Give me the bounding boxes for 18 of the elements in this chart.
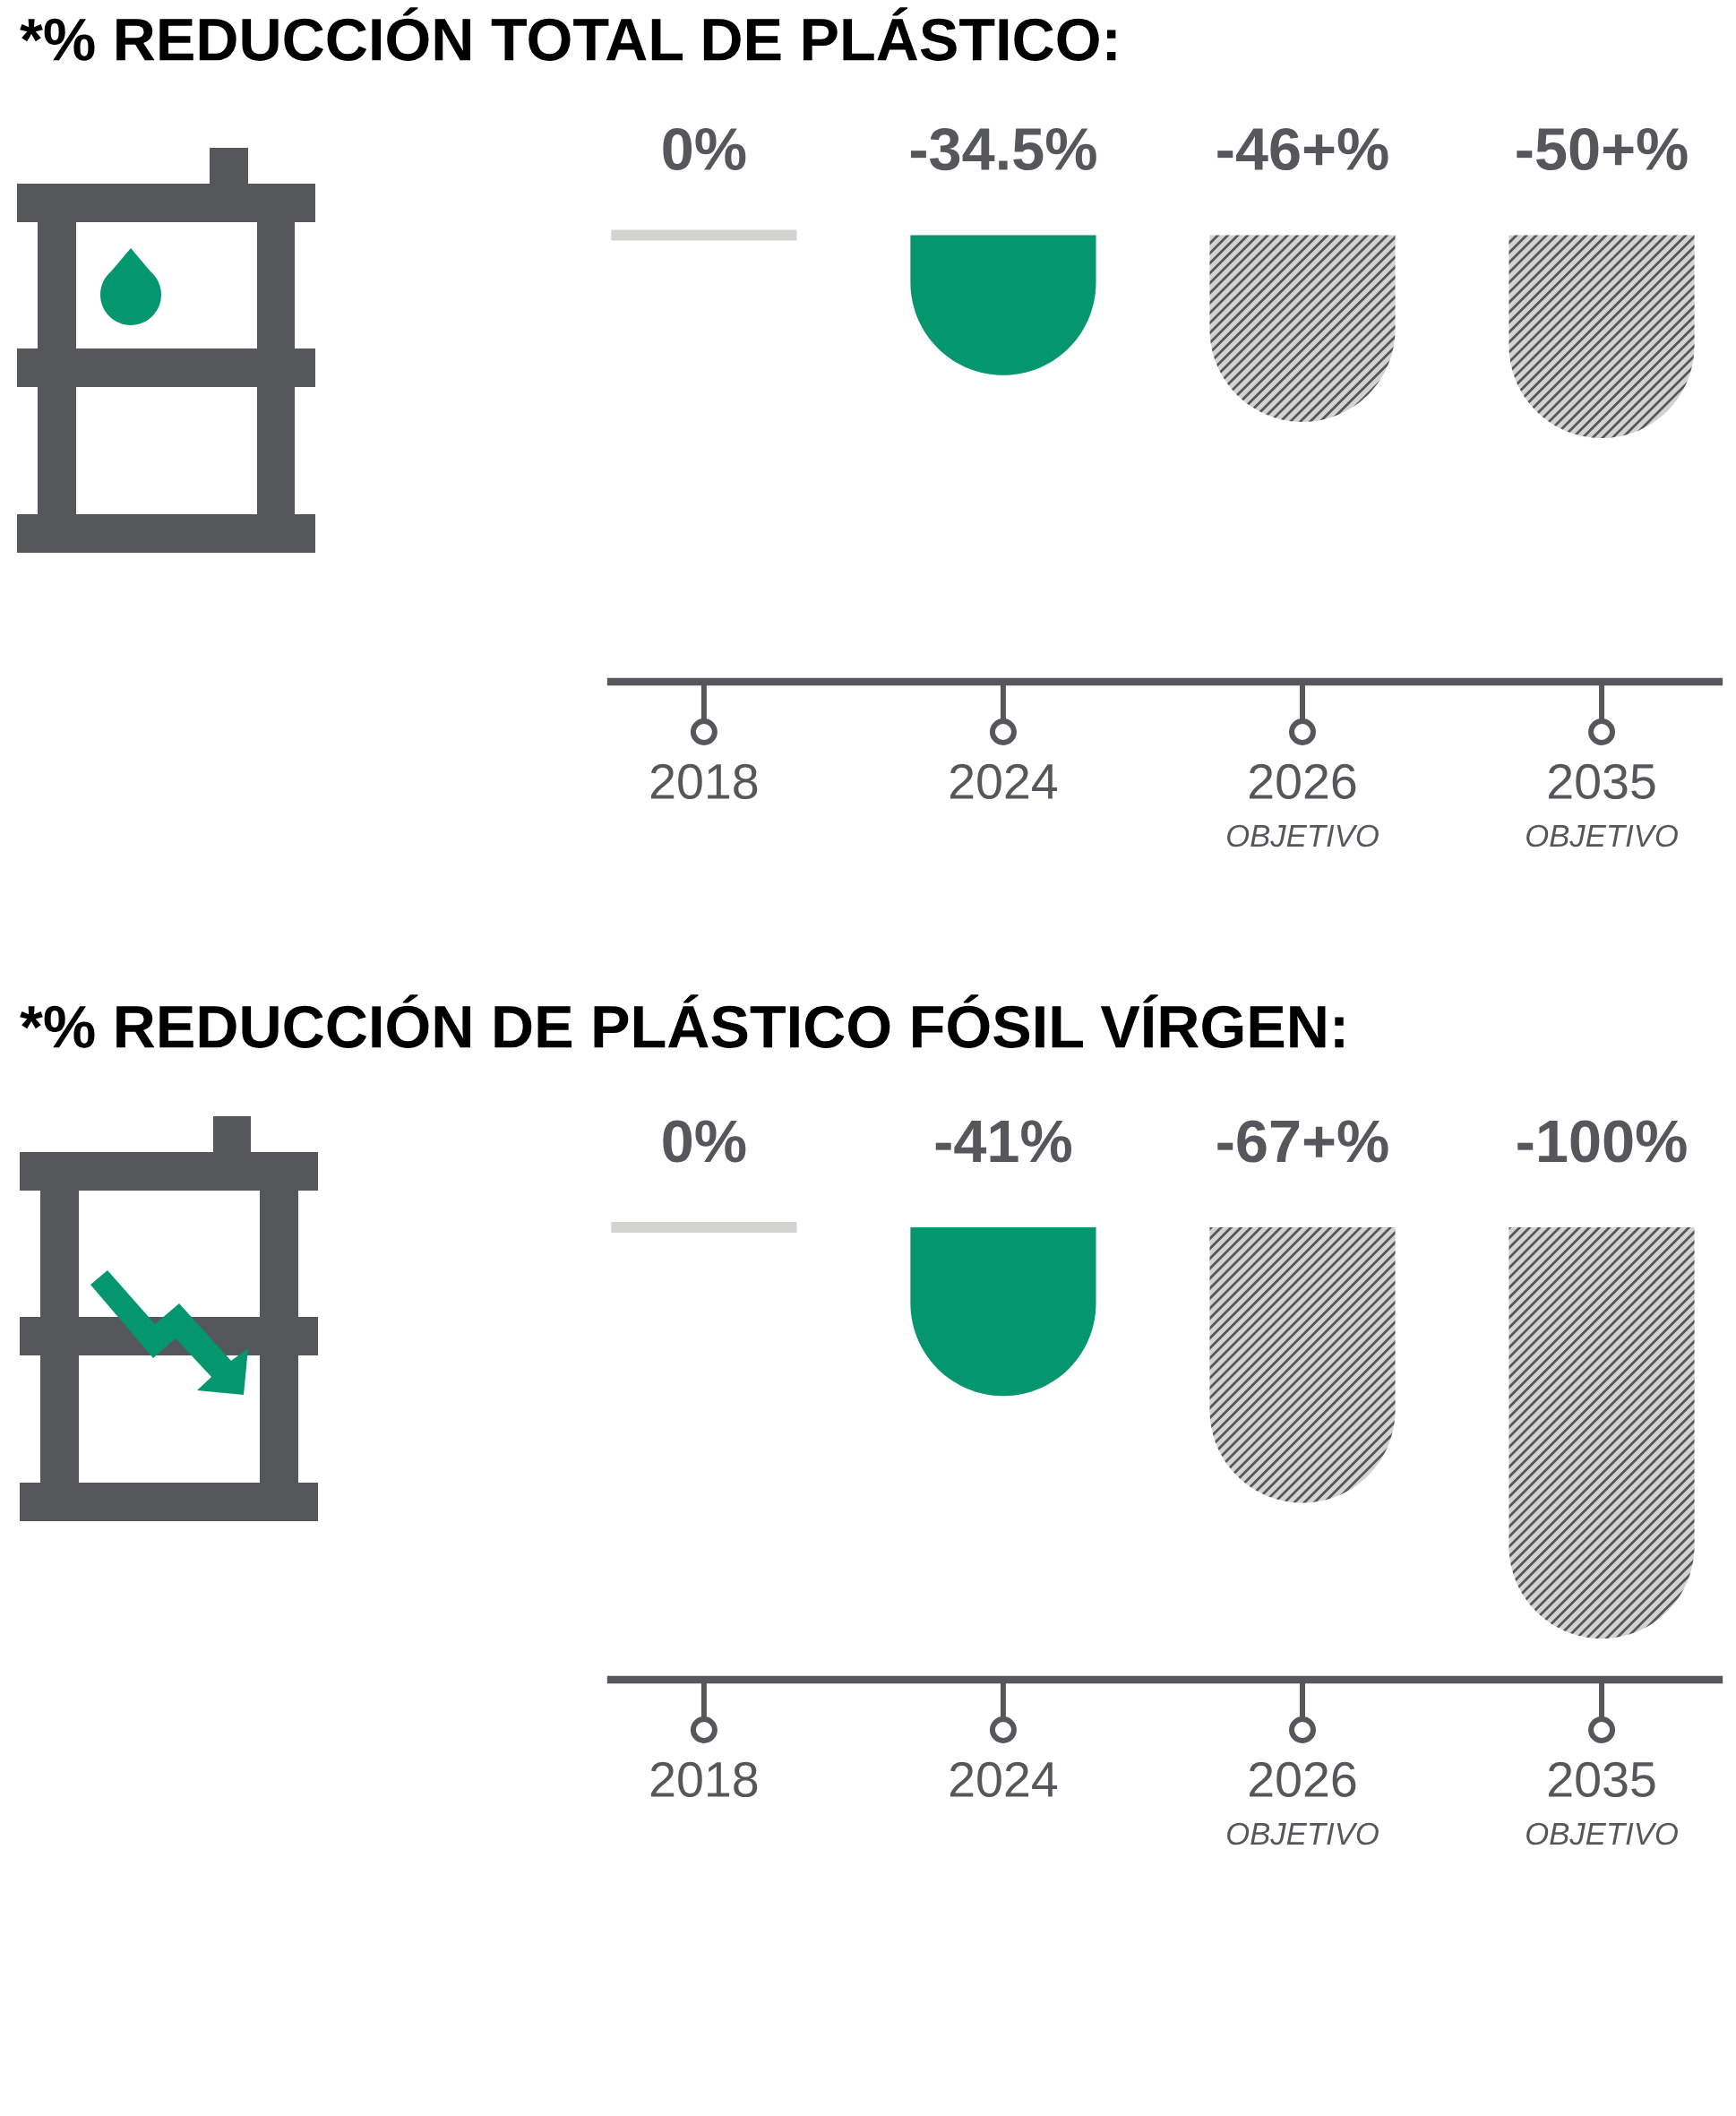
x-tick-label: 2018: [650, 763, 758, 800]
x-tick-label: 2024: [950, 763, 1058, 800]
chart-title: *% REDUCCIÓN TOTAL DE PLÁSTICO:: [20, 7, 1116, 61]
category-label: 2026 OBJETIVO: [1227, 1761, 1379, 1845]
category-label: 2035 OBJETIVO: [1526, 1761, 1678, 1845]
data-label: -50+%: [1517, 127, 1688, 171]
x-tick-label: 2018: [650, 1761, 758, 1798]
chart-title: *% REDUCCIÓN DE PLÁSTICO FÓSIL VÍRGEN:: [20, 994, 1344, 1048]
data-label: -41%: [935, 1120, 1072, 1163]
data-label: -100%: [1517, 1120, 1687, 1163]
data-label: -67+%: [1217, 1120, 1388, 1163]
data-label: -46+%: [1217, 127, 1388, 171]
category-label: 2026 OBJETIVO: [1227, 763, 1379, 847]
category-label: 2035 OBJETIVO: [1526, 763, 1678, 847]
data-label: 0%: [663, 1120, 746, 1163]
x-tick-label: 2024: [950, 1761, 1058, 1798]
data-label: -34.5%: [910, 127, 1096, 171]
data-label: 0%: [663, 127, 746, 171]
